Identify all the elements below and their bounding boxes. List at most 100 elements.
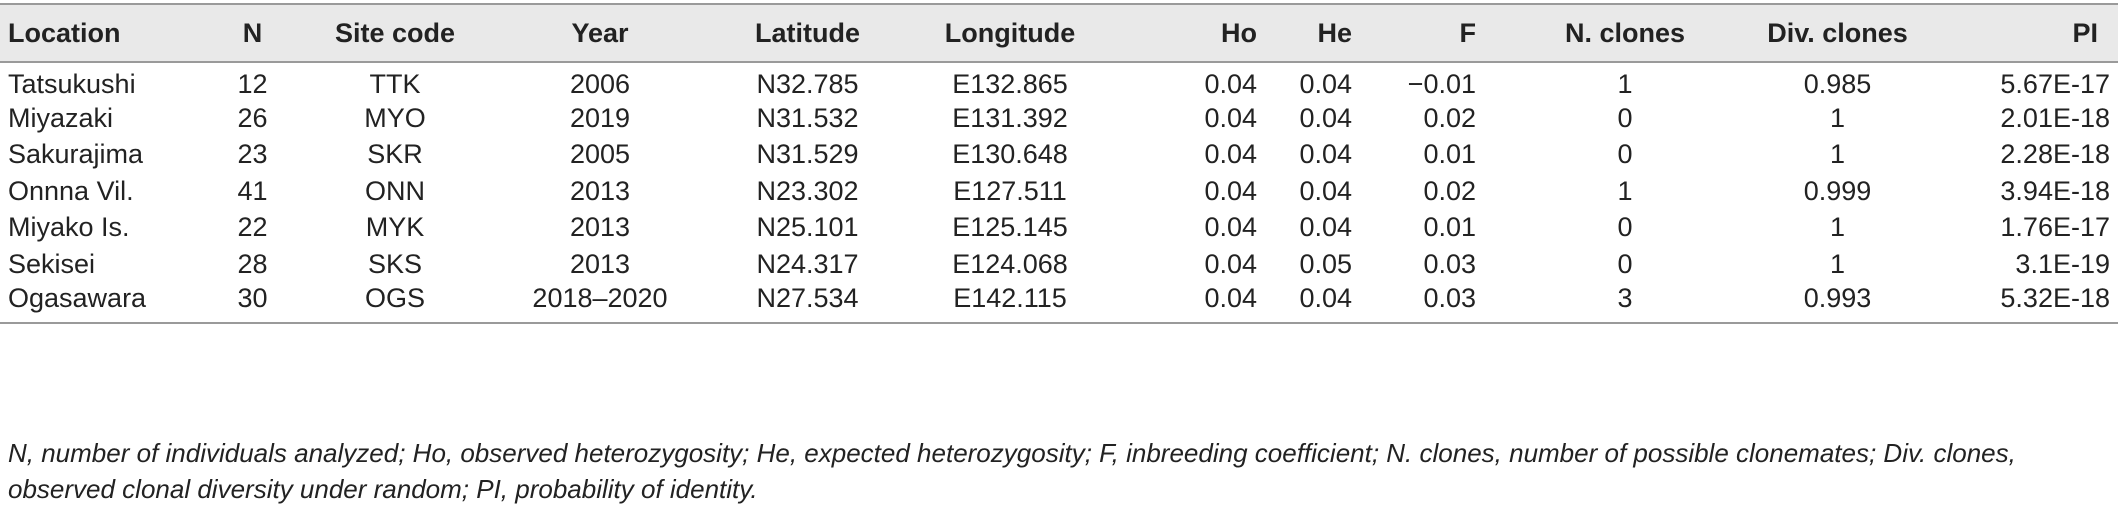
cell-pi: 2.01E-18 [2000,102,2110,133]
table-row: Ogasawara 30 OGS 2018–2020 N27.534 E142.115 0.… [0,282,2118,324]
header-longitude: Longitude [905,3,1115,63]
cell-n: 30 [205,282,300,324]
cell-he: 0.04 [1265,282,1360,324]
cell-div-clones: 0.985 [1803,69,1872,99]
cell-f: 0.01 [1423,139,1476,170]
cell-longitude: E131.392 [952,102,1068,133]
cell-he: 0.04 [1299,139,1352,170]
cell-n: 12 [237,69,268,99]
cell-site-code: OGS [300,282,490,324]
cell-div-clones: 1 [1829,212,1846,243]
cell-n-clones: 0 [1617,212,1633,243]
header-pi: PI [1945,3,2118,63]
table-row: Tatsukushi 12 TTK 2006 N32.785 E132.865 0.04 0.… [0,62,2118,100]
table-body: Tatsukushi 12 TTK 2006 N32.785 E132.865 0.04 0.… [0,62,2118,324]
cell-latitude: N31.532 [756,102,859,133]
cell-latitude: N27.534 [710,282,905,324]
cell-pi: 3.1E-19 [2015,248,2110,279]
cell-pi: 5.32E-18 [1945,282,2118,324]
cell-f: 0.03 [1360,282,1520,324]
cell-site-code: SKR [367,139,423,170]
cell-latitude: N24.317 [756,248,859,279]
cell-site-code: SKS [367,248,423,279]
table-footnote: N, number of individuals analyzed; Ho, o… [8,438,2016,504]
cell-n-clones: 0 [1617,102,1633,133]
cell-site-code: MYK [365,212,425,243]
header-row: Location N Site code Year Latitude Longi… [0,3,2118,63]
header-he: He [1265,3,1360,63]
cell-ho: 0.04 [1204,248,1257,279]
cell-ho: 0.04 [1204,69,1257,99]
cell-n: 28 [237,248,268,279]
cell-latitude: N23.302 [756,175,859,206]
cell-longitude: E127.511 [953,175,1067,206]
header-location: Location [0,3,205,63]
cell-n: 23 [237,139,268,170]
cell-div-clones: 0.999 [1803,175,1872,206]
cell-div-clones: 1 [1829,139,1846,170]
table-row: Miyako Is. 22 MYK 2013 N25.101 E125.145 0.04 0.… [0,210,2118,247]
cell-he: 0.04 [1299,102,1352,133]
cell-year: 2005 [569,139,631,170]
header-f: F [1360,3,1520,63]
header-n-clones: N. clones [1520,3,1730,63]
cell-site-code: TTK [369,69,421,99]
cell-f: 0.03 [1423,248,1476,279]
cell-year: 2019 [569,102,631,133]
cell-latitude: N32.785 [756,69,859,99]
cell-he: 0.04 [1299,212,1352,243]
cell-location: Sakurajima [8,139,144,170]
data-table-container: Location N Site code Year Latitude Longi… [0,3,2118,324]
header-site-code: Site code [300,3,490,63]
cell-longitude: E125.145 [952,212,1068,243]
table-row: Onnna Vil. 41 ONN 2013 N23.302 E127.511 0.04 0.… [0,173,2118,210]
cell-ho: 0.04 [1204,139,1257,170]
cell-n-clones: 0 [1617,139,1633,170]
cell-ho: 0.04 [1204,102,1257,133]
cell-he: 0.04 [1299,69,1352,99]
cell-location: Miyazaki [8,102,114,133]
cell-year: 2013 [569,248,631,279]
cell-location: Tatsukushi [8,69,136,99]
cell-n-clones: 1 [1617,69,1633,99]
cell-n: 26 [237,102,268,133]
table-row: Sakurajima 23 SKR 2005 N31.529 E130.648 0.04 0.… [0,137,2118,174]
cell-location: Miyako Is. [8,212,130,243]
cell-f: 0.01 [1423,212,1476,243]
table-row: Sekisei 28 SKS 2013 N24.317 E124.068 0.04 0.05 0… [0,246,2118,283]
cell-n-clones: 0 [1617,248,1633,279]
cell-location: Sekisei [8,248,96,279]
cell-year: 2013 [569,212,631,243]
cell-n: 41 [237,175,268,206]
header-latitude: Latitude [710,3,905,63]
cell-location: Onnna Vil. [8,175,134,206]
cell-latitude: N25.101 [756,212,859,243]
cell-pi: 3.94E-18 [2000,175,2110,206]
cell-f: 0.02 [1423,175,1476,206]
cell-pi: 5.67E-17 [2000,69,2110,99]
cell-pi: 2.28E-18 [2000,139,2110,170]
cell-n: 22 [237,212,268,243]
cell-longitude: E142.115 [905,282,1115,324]
cell-location: Ogasawara [0,282,205,324]
cell-div-clones: 0.993 [1730,282,1945,324]
cell-longitude: E132.865 [952,69,1068,99]
header-year: Year [490,3,710,63]
cell-latitude: N31.529 [756,139,859,170]
cell-div-clones: 1 [1829,102,1846,133]
cell-he: 0.04 [1299,175,1352,206]
cell-n-clones: 3 [1520,282,1730,324]
cell-he: 0.05 [1299,248,1352,279]
cell-f: 0.02 [1423,102,1476,133]
population-genetics-table: Location N Site code Year Latitude Longi… [0,3,2118,324]
cell-longitude: E124.068 [952,248,1068,279]
header-div-clones: Div. clones [1730,3,1945,63]
cell-ho: 0.04 [1204,175,1257,206]
cell-pi: 1.76E-17 [2000,212,2110,243]
cell-year: 2013 [569,175,631,206]
cell-year: 2006 [569,69,631,99]
cell-f: −0.01 [1407,69,1476,99]
cell-site-code: ONN [365,175,425,206]
cell-site-code: MYO [364,102,426,133]
table-row: Miyazaki 26 MYO 2019 N31.532 E131.392 0.04 0.04… [0,100,2118,137]
